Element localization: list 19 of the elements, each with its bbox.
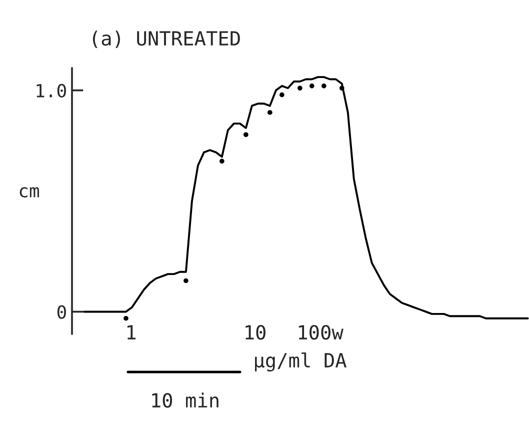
line-series [83, 76, 529, 320]
annotation: 10 [246, 324, 266, 340]
point [297, 86, 302, 91]
point [280, 92, 284, 98]
point [309, 84, 314, 88]
point [124, 316, 128, 321]
point [220, 158, 224, 164]
annotation: 1 [127, 325, 136, 340]
annotation: 100w [298, 324, 344, 340]
chart-title: (a) UNTREATED [92, 30, 240, 48]
point [184, 278, 188, 284]
y-tick-label: 1.0 [36, 84, 66, 98]
point [244, 132, 248, 138]
text: 10 min [152, 392, 218, 408]
y-tick-label: 0 [57, 305, 66, 319]
point [268, 110, 272, 115]
y-axis-title: cm [20, 187, 39, 198]
point [321, 84, 326, 88]
text: µg/ml DA [255, 352, 346, 372]
